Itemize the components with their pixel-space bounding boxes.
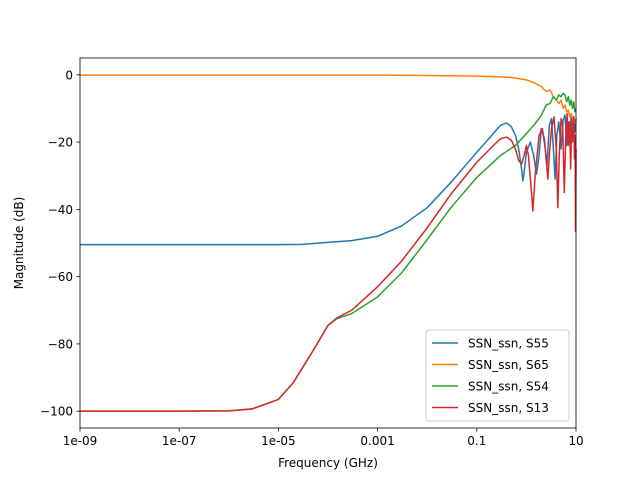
y-tick-label: 0 <box>65 68 73 82</box>
y-tick-label: −80 <box>48 337 73 351</box>
series-layer <box>80 74 577 412</box>
x-tick-label: 10 <box>568 434 583 448</box>
y-axis-label: Magnitude (dB) <box>12 197 26 290</box>
y-tick-label: −40 <box>48 203 73 217</box>
x-tick-label: 0.001 <box>360 434 394 448</box>
x-tick-label: 1e-09 <box>63 434 98 448</box>
x-tick-label: 0.1 <box>467 434 486 448</box>
x-axis: 1e-09 1e-07 1e-05 0.001 0.1 10 <box>63 428 584 448</box>
legend: SSN_ssn, S55 SSN_ssn, S65 SSN_ssn, S54 SSN_… <box>425 329 570 422</box>
legend-label: SSN_ssn, S54 <box>468 380 549 394</box>
legend-box <box>425 329 570 422</box>
x-tick-label: 1e-07 <box>162 434 197 448</box>
y-tick-label: −20 <box>48 136 73 150</box>
y-tick-label: −100 <box>40 405 73 419</box>
plot-frame <box>79 57 577 429</box>
y-tick-label: −60 <box>48 270 73 284</box>
legend-label: SSN_ssn, S55 <box>468 337 549 351</box>
legend-label: SSN_ssn, S13 <box>468 401 549 415</box>
y-axis: 0 −20 −40 −60 −80 −100 <box>40 68 80 419</box>
x-axis-label: Frequency (GHz) <box>278 456 378 470</box>
series-line-4 <box>80 112 577 412</box>
x-tick-label: 1e-05 <box>261 434 296 448</box>
legend-label: SSN_ssn, S65 <box>468 358 549 372</box>
